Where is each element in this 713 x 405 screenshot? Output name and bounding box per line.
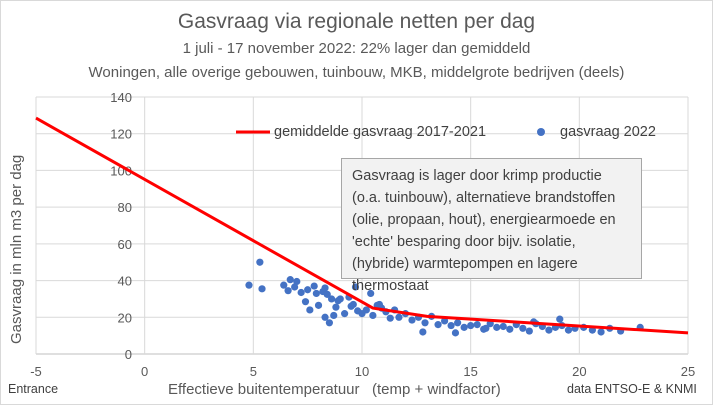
scatter-point <box>314 301 323 309</box>
y-tick-label: 20 <box>118 310 132 325</box>
legend-dot-marker <box>537 128 545 136</box>
scatter-point <box>434 321 442 329</box>
scatter-point <box>280 281 288 289</box>
scatter-point <box>467 321 475 330</box>
scatter-point <box>375 300 383 309</box>
annotation-box: Gasvraag is lager door krimp productie (… <box>341 158 642 294</box>
y-axis-label: Gasvraag in mln m3 per dag <box>8 154 25 344</box>
scatter-point <box>323 290 331 298</box>
scatter-point <box>306 306 314 314</box>
chart-subtitle-2: Woningen, alle overige gebouwen, tuinbou… <box>88 64 625 81</box>
scatter-point <box>454 319 462 327</box>
x-tick-label: 10 <box>355 364 369 379</box>
scatter-point <box>499 322 507 331</box>
scatter-point <box>597 328 605 336</box>
scatter-point <box>451 329 460 337</box>
legend-label-scatter: gasvraag 2022 <box>560 124 656 140</box>
scatter-point <box>482 324 490 332</box>
scatter-point <box>332 303 340 311</box>
scatter-point <box>440 317 449 325</box>
scatter-point <box>460 323 468 331</box>
scatter-point <box>341 310 349 318</box>
scatter-point <box>258 285 266 293</box>
scatter-point <box>408 316 416 324</box>
scatter-point <box>493 323 501 331</box>
x-tick-label: 5 <box>250 364 257 379</box>
scatter-point <box>301 298 310 306</box>
scatter-point <box>310 282 318 290</box>
scatter-point <box>564 326 573 334</box>
scatter-point <box>519 324 527 332</box>
y-tick-label: 0 <box>125 347 132 362</box>
y-tick-label: 120 <box>110 127 132 142</box>
scatter-point <box>284 287 292 295</box>
scatter-point <box>286 276 294 284</box>
x-tick-label: 20 <box>572 364 586 379</box>
scatter-point <box>351 283 360 291</box>
scatter-point <box>362 306 370 314</box>
scatter-point <box>321 313 329 321</box>
y-tick-label: 60 <box>118 237 132 252</box>
scatter-point <box>330 311 338 320</box>
y-tick-label: 100 <box>110 163 132 178</box>
y-tick-label: 80 <box>118 200 132 215</box>
footer-source-left: Entrance <box>8 382 59 396</box>
legend-label-line: gemiddelde gasvraag 2017-2021 <box>274 124 487 140</box>
x-tick-label: 15 <box>463 364 477 379</box>
scatter-point <box>506 325 514 333</box>
scatter-point <box>327 295 336 303</box>
scatter-point <box>336 295 344 303</box>
scatter-point <box>386 314 394 322</box>
scatter-point <box>545 326 553 334</box>
scatter-point <box>525 327 533 335</box>
scatter-point <box>293 277 301 286</box>
scatter-point <box>421 319 429 327</box>
x-tick-label: 0 <box>141 364 148 379</box>
x-tick-label: 25 <box>681 364 695 379</box>
scatter-point <box>312 289 320 298</box>
scatter-point <box>297 288 305 297</box>
scatter-point <box>256 258 264 266</box>
scatter-point <box>556 315 564 323</box>
y-tick-label: 140 <box>110 90 132 105</box>
scatter-point <box>419 328 427 336</box>
scatter-point <box>473 321 481 329</box>
chart-subtitle: 1 juli - 17 november 2022: 22% lager dan… <box>182 40 531 57</box>
y-tick-label: 40 <box>118 274 132 289</box>
scatter-point <box>291 283 299 291</box>
scatter-point <box>349 300 357 309</box>
scatter-point <box>325 319 333 327</box>
chart-title: Gasvraag via regionale netten per dag <box>177 10 536 33</box>
scatter-point <box>321 284 329 292</box>
scatter-point <box>369 311 377 320</box>
scatter-point <box>304 286 312 294</box>
scatter-point <box>395 313 403 321</box>
x-axis-label: Effectieve buitentemperatuur (temp + win… <box>168 381 501 398</box>
scatter-point <box>245 281 253 289</box>
average-demand-line <box>35 116 689 335</box>
scatter-point <box>367 289 375 298</box>
scatter-point <box>447 321 455 330</box>
x-tick-label: -5 <box>30 364 42 379</box>
footer-source-right: data ENTSO-E & KNMI <box>567 382 697 396</box>
